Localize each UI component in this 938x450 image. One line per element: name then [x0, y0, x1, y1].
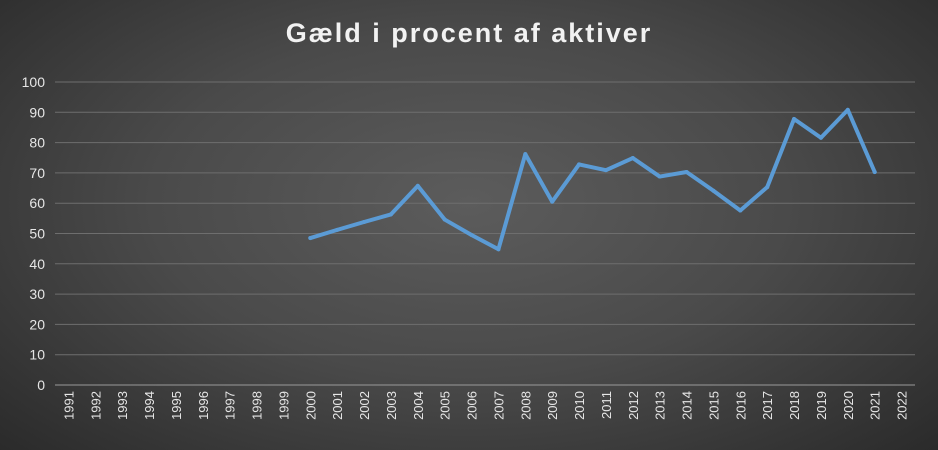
- y-tick-label: 10: [29, 347, 45, 363]
- x-tick-label: 1995: [169, 391, 184, 420]
- data-point: [308, 236, 313, 241]
- x-tick-label: 2003: [384, 391, 399, 420]
- x-tick-label: 2008: [518, 391, 533, 420]
- x-tick-label: 2020: [841, 391, 856, 420]
- x-tick-label: 2011: [599, 391, 614, 419]
- data-point: [792, 116, 797, 121]
- x-tick-label: 1994: [142, 391, 157, 420]
- data-point: [657, 174, 662, 179]
- y-tick-label: 0: [37, 377, 45, 393]
- x-tick-label: 2016: [733, 391, 748, 420]
- x-tick-label: 2010: [572, 391, 587, 420]
- x-tick-label: 1993: [115, 391, 130, 420]
- y-tick-label: 30: [29, 286, 45, 302]
- data-point: [872, 169, 877, 174]
- data-point: [550, 199, 555, 204]
- x-tick-label: 1992: [88, 391, 103, 420]
- x-tick-label: 1991: [61, 391, 76, 420]
- data-point: [577, 162, 582, 167]
- x-tick-label: 2015: [706, 391, 721, 420]
- y-tick-label: 40: [29, 256, 45, 272]
- data-point: [845, 107, 850, 112]
- data-point: [415, 183, 420, 188]
- x-tick-label: 1997: [223, 391, 238, 420]
- data-point: [711, 188, 716, 193]
- data-point: [684, 169, 689, 174]
- x-tick-label: 2005: [438, 391, 453, 420]
- x-tick-label: 2022: [895, 391, 910, 420]
- x-tick-label: 2001: [330, 391, 345, 420]
- data-point: [362, 219, 367, 224]
- x-tick-label: 2007: [491, 391, 506, 420]
- data-point: [469, 233, 474, 238]
- data-point: [738, 208, 743, 213]
- y-tick-label: 90: [29, 104, 45, 120]
- x-tick-label: 2014: [680, 391, 695, 420]
- x-tick-label: 2002: [357, 391, 372, 420]
- data-point: [442, 217, 447, 222]
- x-tick-label: 2006: [465, 391, 480, 420]
- y-tick-label: 20: [29, 316, 45, 332]
- y-tick-label: 50: [29, 226, 45, 242]
- x-tick-label: 2017: [760, 391, 775, 420]
- x-tick-label: 2009: [545, 391, 560, 420]
- series-line: [308, 107, 877, 252]
- x-tick-label: 1996: [196, 391, 211, 420]
- data-point: [496, 247, 501, 252]
- data-point: [523, 152, 528, 157]
- y-tick-label: 60: [29, 195, 45, 211]
- data-point: [603, 168, 608, 173]
- x-tick-label: 2013: [653, 391, 668, 420]
- x-tick-label: 2000: [303, 391, 318, 420]
- y-tick-label: 70: [29, 165, 45, 181]
- x-tick-label: 2019: [814, 391, 829, 420]
- x-tick-label: 2012: [626, 391, 641, 420]
- data-point: [818, 135, 823, 140]
- x-tick-label: 1999: [276, 391, 291, 420]
- data-point: [765, 185, 770, 190]
- y-tick-label: 100: [22, 74, 46, 90]
- data-point: [335, 227, 340, 232]
- data-point: [388, 212, 393, 217]
- x-tick-label: 1998: [250, 391, 265, 420]
- x-tick-label: 2004: [411, 391, 426, 420]
- y-tick-label: 80: [29, 135, 45, 151]
- chart-title: Gæld i procent af aktiver: [285, 18, 653, 48]
- x-tick-label: 2018: [787, 391, 802, 420]
- x-tick-label: 2021: [868, 391, 883, 420]
- data-point: [630, 156, 635, 161]
